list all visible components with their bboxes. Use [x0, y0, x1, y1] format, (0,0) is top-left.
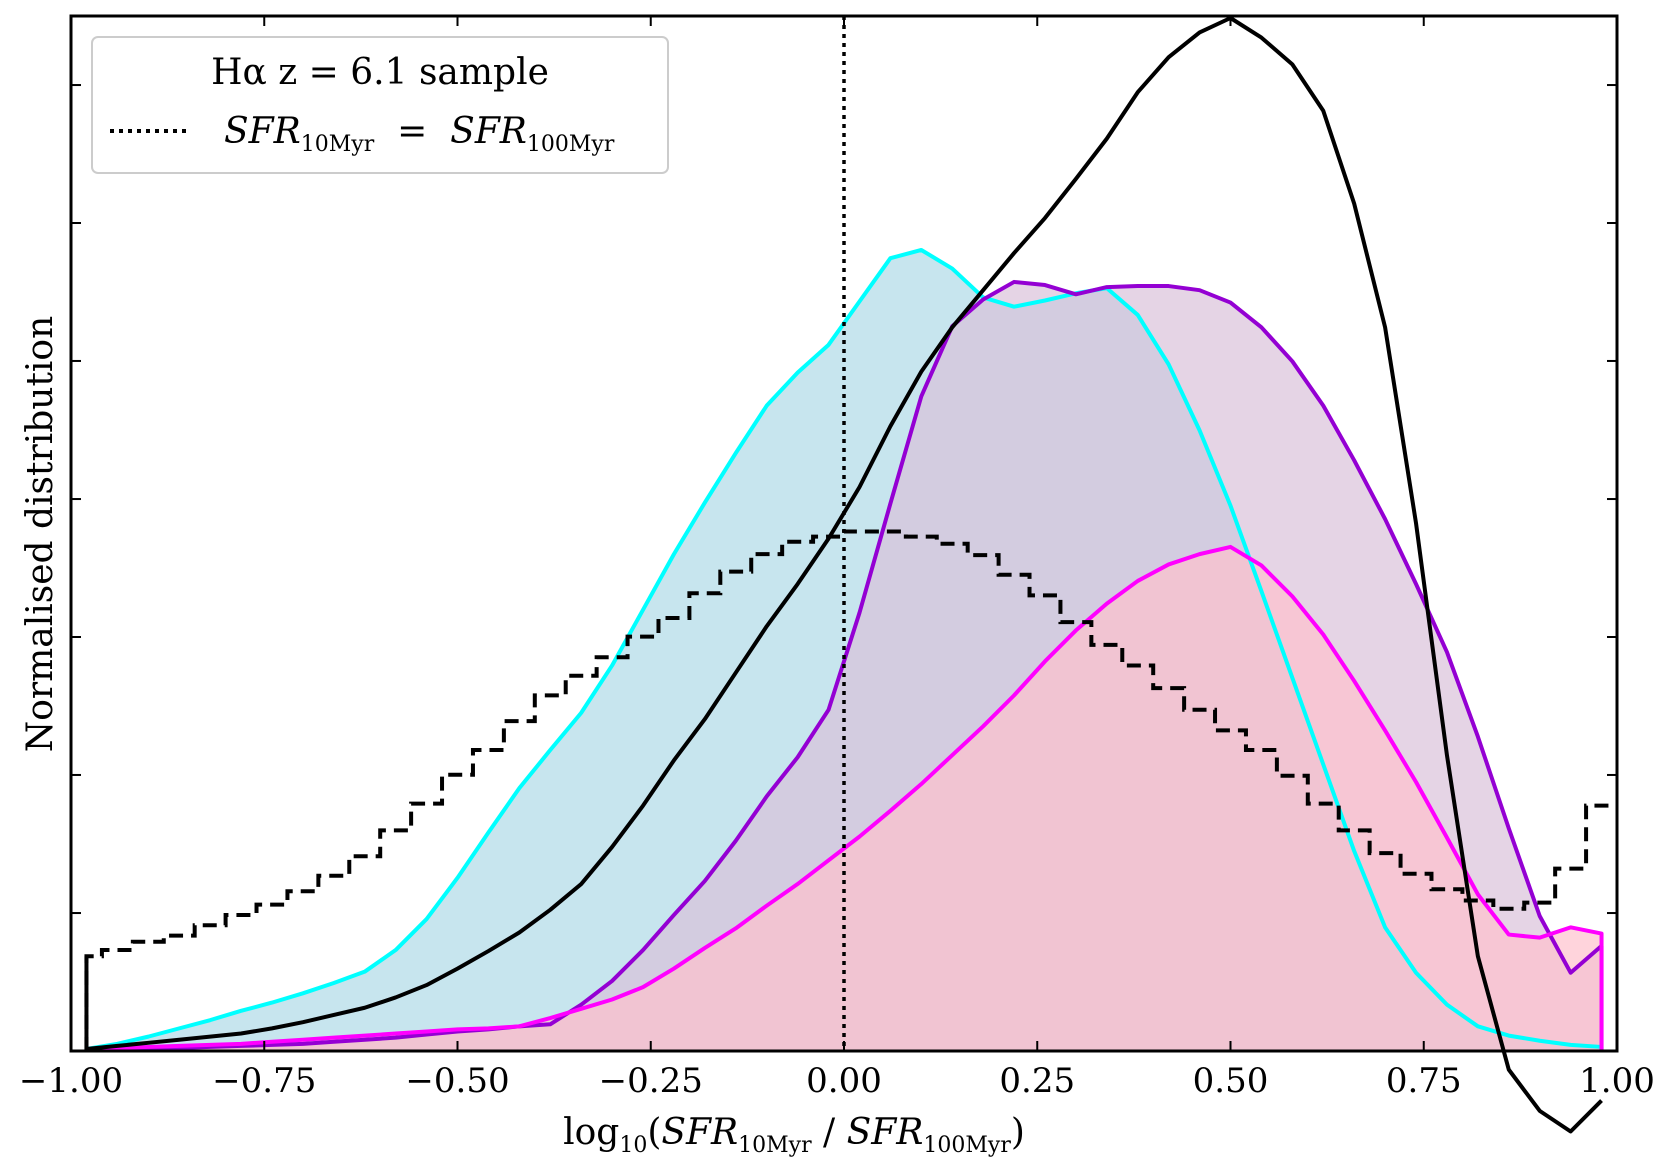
- x-axis-label-den: SFR: [847, 1112, 924, 1153]
- x-axis-label: log10(SFR10Myr / SFR100Myr): [563, 1112, 1025, 1158]
- histogram-layer: [84, 529, 1617, 1051]
- x-axis-label-open: (: [647, 1112, 661, 1153]
- x-tick-label: −1.00: [19, 1061, 123, 1101]
- plot-frame: [69, 14, 1619, 1053]
- x-axis-label-prefix-sub: 10: [619, 1133, 647, 1158]
- x-tick-label: −0.50: [405, 1061, 509, 1101]
- series-line-cyan: [86, 247, 1604, 1051]
- x-tick-label: 1.00: [1579, 1061, 1655, 1101]
- x-axis-label-num: SFR: [661, 1112, 738, 1153]
- series-step-black-dashed-histogram: [84, 529, 1617, 1051]
- x-axis-label-num-sub: 10Myr: [738, 1133, 812, 1158]
- legend-sfr-a: SFR: [224, 111, 301, 152]
- ticks-layer: −1.00 −0.75 −0.50 −0.25 0.00 0.25 0.50 0.75 1.00: [19, 16, 1655, 1101]
- x-axis-label-prefix: log: [563, 1112, 619, 1153]
- series-line-magenta: [86, 544, 1604, 1051]
- legend-sfr-a-sub: 10Myr: [301, 132, 375, 157]
- x-tick-label: 0.50: [1193, 1061, 1269, 1101]
- x-axis-label-den-sub: 100Myr: [923, 1133, 1011, 1158]
- y-axis-label: Normalised distribution: [20, 316, 61, 753]
- x-tick-label: 0.00: [806, 1061, 882, 1101]
- x-tick-label: 0.75: [1386, 1061, 1462, 1101]
- legend-sfr-b: SFR: [450, 111, 527, 152]
- legend-entry-equal-sfr: SFR10Myr = SFR100Myr: [224, 111, 615, 157]
- x-axis-label-sep: /: [812, 1112, 847, 1153]
- series-line-purple: [86, 279, 1604, 1051]
- series-fill-magenta: [86, 546, 1602, 1051]
- x-axis-label-close: ): [1011, 1112, 1025, 1153]
- legend-box: [91, 36, 669, 174]
- legend-equals: =: [374, 111, 450, 152]
- legend: Hα z = 6.1 sample SFR10Myr = SFR100Myr: [91, 36, 669, 174]
- legend-sfr-b-sub: 100Myr: [527, 132, 615, 157]
- legend-entry-sample: Hα z = 6.1 sample: [211, 52, 549, 93]
- x-tick-label: −0.25: [599, 1061, 703, 1101]
- x-tick-label: 0.25: [999, 1061, 1075, 1101]
- x-tick-label: −0.75: [212, 1061, 316, 1101]
